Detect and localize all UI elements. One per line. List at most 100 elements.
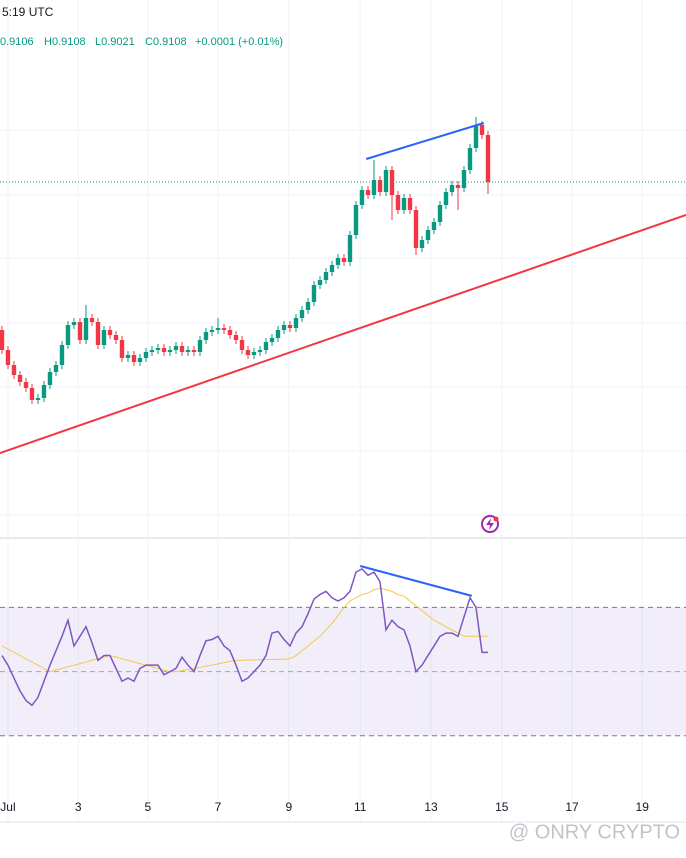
candle-body [143,352,149,358]
candle-body [167,350,173,352]
candle-body [377,180,383,192]
candle-body [227,330,233,335]
candle-body [41,385,47,398]
candle-body [353,205,359,235]
candle-body [449,185,455,192]
candle-body [185,350,191,352]
candle-body [29,388,35,400]
candle-body [329,265,335,272]
candle-body [23,382,29,388]
candle-body [107,330,113,335]
header-change: +0.0001 (+0.01%) [195,36,283,48]
x-tick-label: 19 [636,800,650,814]
candle-body [371,180,377,195]
candle-body [131,355,137,362]
candle-body [155,348,161,350]
header-open: 0.9106 [0,36,34,48]
candle-body [119,340,125,358]
candle-body [11,365,17,375]
candle-body [245,350,251,355]
candle-body [209,330,215,332]
candle-body [437,205,443,222]
candle-body [263,342,269,350]
candle-body [287,325,293,328]
candle-body [137,358,143,362]
x-tick-label: 5 [144,800,151,814]
candle-body [395,195,401,210]
x-tick-label: 15 [495,800,509,814]
candle-body [77,322,83,340]
candle-body [365,190,371,195]
rsi-ma-line [1,587,488,673]
candle-body [347,235,353,262]
candle-body [479,125,485,135]
trendline [365,122,485,160]
candle-body [215,328,221,330]
candle-body [53,365,59,372]
candle-body [383,170,389,192]
x-tick-label: 7 [215,800,222,814]
candle-body [299,310,305,318]
candle-body [455,185,461,188]
candle-body [17,375,23,382]
rsi-line [1,567,488,707]
candle-body [443,192,449,205]
candle-body [239,340,245,350]
candle-body [65,325,71,345]
candles [0,117,491,404]
x-tick-label: 3 [75,800,82,814]
candle-body [161,348,167,352]
candle-body [89,318,95,322]
candle-body [113,335,119,340]
candle-body [323,272,329,280]
candle-body [0,330,5,350]
candle-body [101,330,107,345]
candle-body [5,350,11,365]
candle-body [425,230,431,240]
candle-body [311,285,317,302]
candle-body [269,338,275,342]
candle-body [401,198,407,210]
candle-body [71,322,77,325]
candle-body [197,340,203,352]
trendline [0,214,686,454]
x-tick-label: 17 [565,800,579,814]
candle-body [35,398,41,400]
lightning-icon[interactable] [481,515,499,533]
header-low: L0.9021 [95,36,135,48]
candle-body [257,350,263,352]
x-tick-label: Jul [0,800,15,814]
candle-body [275,330,281,338]
candle-body [413,210,419,248]
candle-body [95,322,101,345]
x-tick-label: 9 [285,800,292,814]
candle-body [431,222,437,230]
candle-body [233,335,239,340]
candle-body [203,332,209,340]
candle-body [341,258,347,262]
candle-body [173,346,179,350]
candle-body [191,350,197,352]
candle-body [467,148,473,170]
header-high: H0.9108 [44,36,86,48]
header-close: C0.9108 [145,36,187,48]
candle-body [389,170,395,195]
candle-body [83,318,89,340]
candle-body [407,198,413,210]
candle-body [281,325,287,330]
candle-body [473,125,479,148]
x-tick-label: 13 [424,800,438,814]
candle-body [461,170,467,188]
candle-body [305,302,311,310]
candle-body [149,350,155,352]
candle-body [293,318,299,328]
candle-body [251,352,257,355]
candle-body [125,355,131,358]
candle-body [179,346,185,352]
candle-body [419,240,425,248]
candle-body [47,372,53,385]
candle-body [335,258,341,265]
watermark: @ ONRY CRYPTO [509,821,680,843]
divergence-line [359,565,473,597]
